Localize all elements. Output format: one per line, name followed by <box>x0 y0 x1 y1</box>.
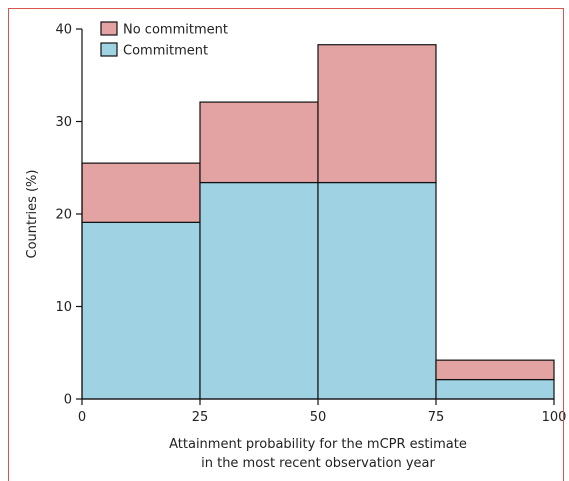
x-tick-label-75: 75 <box>428 410 445 425</box>
y-tick-label-10: 10 <box>55 300 72 315</box>
y-tick-label-20: 20 <box>55 208 72 223</box>
y-axis-title: Countries (%) <box>25 170 40 259</box>
bar-commitment-bin-0 <box>81 221 201 400</box>
bar-no-commitment-bin-1 <box>199 101 319 184</box>
legend: No commitment Commitment <box>100 21 228 59</box>
legend-swatch-no-commitment <box>100 21 118 36</box>
y-tick-label-0: 0 <box>64 393 72 408</box>
x-tick-label-25: 25 <box>192 410 209 425</box>
x-tick-label-50: 50 <box>310 410 327 425</box>
axes-group: 0 10 20 30 40 0 25 50 75 100 <box>55 23 566 426</box>
bar-commitment-bin-2 <box>317 181 437 400</box>
x-axis-title-line-1: Attainment probability for the mCPR esti… <box>169 437 467 452</box>
y-tick-label-30: 30 <box>55 115 72 130</box>
bar-no-commitment-bin-2 <box>317 44 437 184</box>
legend-swatch-commitment <box>100 42 118 57</box>
x-tick-label-100: 100 <box>542 410 567 425</box>
bar-no-commitment-bin-0 <box>81 162 201 223</box>
bar-no-commitment-bin-3 <box>435 359 555 381</box>
bar-commitment-bin-3 <box>435 378 555 400</box>
x-tick-label-0: 0 <box>78 410 86 425</box>
bar-commitment-bin-1 <box>199 181 319 400</box>
y-tick-label-40: 40 <box>55 23 72 38</box>
bars-group <box>81 44 555 400</box>
legend-label-no-commitment: No commitment <box>123 23 228 38</box>
legend-label-commitment: Commitment <box>123 44 208 59</box>
x-axis-title-line-2: in the most recent observation year <box>201 456 435 471</box>
